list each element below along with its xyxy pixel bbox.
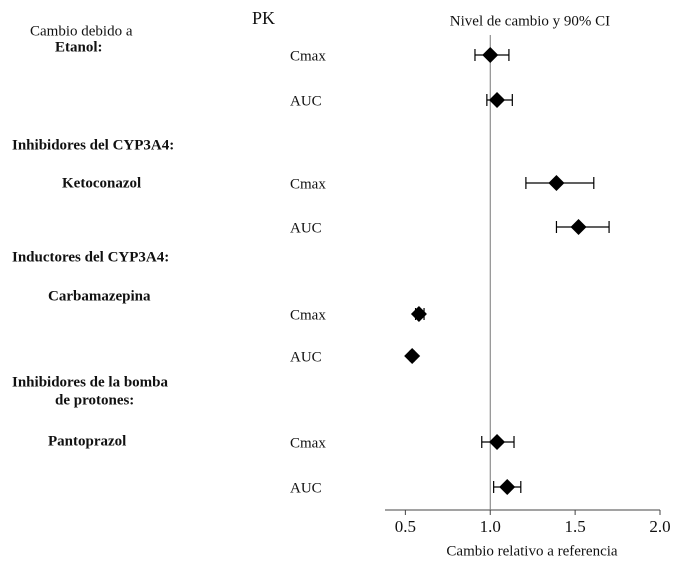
group-label: Ketoconazol [62,175,141,191]
point-estimate [548,175,565,191]
row-label: Cmax [290,176,326,192]
group-label: Inhibidores de la bomba [12,374,169,390]
x-tick-label: 1.5 [564,517,585,536]
x-tick-label: 1.0 [480,517,501,536]
point-estimate [489,92,506,108]
row-label: AUC [290,480,322,496]
group-label: Carbamazepina [48,288,151,304]
x-tick-label: 2.0 [649,517,670,536]
ci-header: Nivel de cambio y 90% CI [450,13,610,29]
group-label: Pantoprazol [48,433,126,449]
point-estimate [499,479,516,495]
row-label: AUC [290,349,322,365]
x-tick-label: 0.5 [395,517,416,536]
row-label: AUC [290,93,322,109]
point-estimate [489,434,506,450]
point-estimate [404,348,421,364]
row-label: Cmax [290,48,326,64]
pk-header: PK [252,8,275,28]
group-label: Inductores del CYP3A4: [12,249,169,265]
row-label: Cmax [290,307,326,323]
point-estimate [482,47,499,63]
point-estimate [410,306,427,322]
x-axis-label: Cambio relativo a referencia [446,543,618,559]
group-label: de protones: [55,392,134,408]
row-label: Cmax [290,435,326,451]
group-label: Cambio debido a [30,23,133,39]
row-label: AUC [290,220,322,236]
group-label: Inhibidores del CYP3A4: [12,137,174,153]
point-estimate [570,219,587,235]
group-label: Etanol: [55,39,103,55]
